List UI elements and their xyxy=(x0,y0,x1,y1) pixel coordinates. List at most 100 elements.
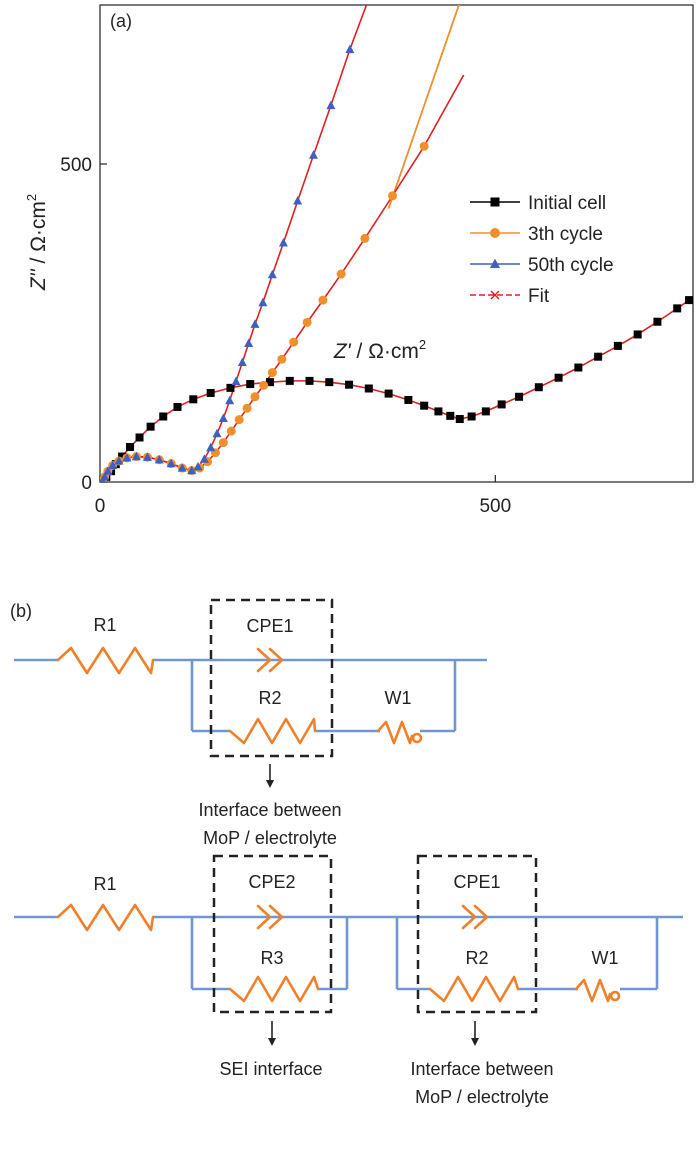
sei-box xyxy=(212,854,333,1014)
data-point-square xyxy=(481,407,490,416)
data-point-circle xyxy=(259,380,269,390)
data-point-square xyxy=(685,296,693,305)
warburg-w1-top xyxy=(376,720,423,745)
warburg-w1-bottom xyxy=(574,978,621,1003)
interface-box-top xyxy=(209,598,334,758)
data-point-circle xyxy=(226,426,236,436)
data-point-square xyxy=(554,373,563,382)
data-point-square xyxy=(285,376,294,385)
circuit-diagrams: (b) xyxy=(10,598,683,1107)
data-point-square xyxy=(653,317,662,326)
legend-label: 3th cycle xyxy=(528,224,603,245)
data-point-triangle xyxy=(177,463,187,472)
data-point-circle xyxy=(360,233,370,243)
data-point-square xyxy=(490,197,500,207)
data-point-square xyxy=(455,415,464,424)
data-point-triangle xyxy=(237,357,247,367)
data-point-x xyxy=(490,290,500,300)
data-point-triangle xyxy=(293,196,303,205)
data-point-square xyxy=(497,400,506,409)
data-point-triangle xyxy=(225,395,235,405)
data-point-square xyxy=(420,401,429,410)
label-w1-top: W1 xyxy=(385,688,412,708)
data-point-square xyxy=(305,376,314,385)
resistor-r2-top xyxy=(228,717,317,745)
fit-curves xyxy=(100,5,693,482)
fit-line xyxy=(100,5,368,482)
caption-bottom-line2: MoP / electrolyte xyxy=(415,1087,549,1107)
data-point-circle xyxy=(336,269,346,279)
data-point-circle xyxy=(419,141,429,151)
caption-top-line1: Interface between xyxy=(198,800,341,820)
data-point-square xyxy=(146,422,155,431)
data-point-square xyxy=(446,411,455,420)
data-point-square xyxy=(265,378,274,387)
arrow-head-top xyxy=(266,780,274,788)
data-point-triangle xyxy=(278,238,288,247)
data-markers xyxy=(100,44,693,482)
arrow-head-sei xyxy=(268,1038,276,1046)
data-point-square xyxy=(467,412,476,421)
data-point-circle xyxy=(242,403,252,413)
data-point-triangle xyxy=(326,100,336,110)
plot-frame xyxy=(99,4,694,483)
axis-ticks: 0 500 0 500 xyxy=(60,155,511,517)
data-point-circle xyxy=(289,337,299,347)
data-point-triangle xyxy=(308,150,318,159)
data-point-triangle xyxy=(258,297,268,307)
label-r1-bottom: R1 xyxy=(93,874,116,894)
resistor-r1-bottom xyxy=(56,903,155,932)
data-point-square xyxy=(434,407,443,416)
panel-label-b: (b) xyxy=(10,601,32,621)
guide-line xyxy=(387,5,460,209)
data-point-circle xyxy=(250,392,260,402)
data-point-square xyxy=(534,383,543,392)
data-point-triangle xyxy=(122,452,132,462)
data-point-triangle xyxy=(108,460,118,470)
circuit-bottom-wires xyxy=(14,915,683,991)
label-cpe1-bottom: CPE1 xyxy=(453,872,500,892)
panel-label-a: (a) xyxy=(110,11,132,31)
cpe1-top xyxy=(256,647,284,673)
label-r2-bottom: R2 xyxy=(465,948,488,968)
data-point-triangle xyxy=(345,44,355,54)
data-point-circle xyxy=(277,354,287,364)
label-cpe1-top: CPE1 xyxy=(246,616,293,636)
cpe1-bottom xyxy=(461,904,489,930)
data-point-circle xyxy=(302,317,312,327)
data-point-square xyxy=(126,443,135,452)
caption-bottom-line1: Interface between xyxy=(410,1059,553,1079)
data-point-triangle xyxy=(142,452,152,461)
data-point-triangle xyxy=(103,466,113,475)
fit-line xyxy=(100,74,465,482)
data-point-square xyxy=(173,402,182,411)
circuit-top xyxy=(14,598,487,788)
label-r1-top: R1 xyxy=(93,615,116,635)
data-point-square xyxy=(345,380,354,389)
x-axis-label: Z' / Ω·cm2 xyxy=(333,337,426,363)
data-point-square xyxy=(384,389,393,398)
resistor-r1-top xyxy=(56,646,155,675)
data-point-square xyxy=(118,452,127,461)
fit-line xyxy=(100,296,693,482)
resistor-r2-bottom xyxy=(428,975,520,1003)
interface-box-bottom xyxy=(416,854,538,1014)
data-point-triangle xyxy=(131,451,141,461)
data-point-circle xyxy=(490,228,500,238)
data-point-square xyxy=(325,378,334,387)
data-point-triangle xyxy=(244,338,254,347)
label-cpe2-bottom: CPE2 xyxy=(248,872,295,892)
data-point-triangle xyxy=(199,454,209,463)
y-tick-label: 0 xyxy=(81,473,92,494)
data-point-square xyxy=(246,380,255,389)
data-point-square xyxy=(515,392,524,401)
nyquist-chart: (a) 0 500 0 500 Z' / Ω·cm2 Z'' / Ω·cm2 Init… xyxy=(24,4,694,517)
legend-label: 50th cycle xyxy=(528,255,614,276)
data-point-triangle xyxy=(267,269,277,279)
data-point-triangle xyxy=(212,428,222,438)
data-point-triangle xyxy=(490,258,500,269)
data-point-triangle xyxy=(187,465,197,475)
caption-top-line2: MoP / electrolyte xyxy=(203,828,337,848)
data-point-triangle xyxy=(193,461,203,471)
